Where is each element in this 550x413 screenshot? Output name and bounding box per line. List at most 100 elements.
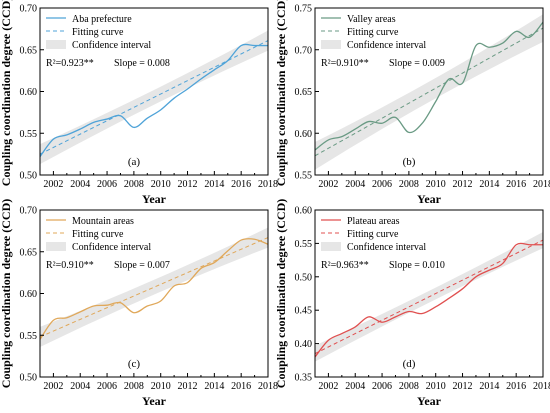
confidence-band <box>315 14 543 170</box>
x-tick-label: 2016 <box>506 381 526 392</box>
x-tick-label: 2014 <box>479 179 499 190</box>
panel-label: (a) <box>128 156 141 168</box>
x-tick-label: 2012 <box>178 381 198 392</box>
chart-panel-d: 2002 2004 2006 2008 2010 2012 2014 2016 2018 0.35… <box>274 199 550 408</box>
y-tick-label: 0.60 <box>295 206 313 217</box>
y-tick-label: 0.70 <box>295 45 313 56</box>
r-squared-text: R²=0.923** <box>46 58 94 69</box>
legend-band-label: Confidence interval <box>347 242 426 253</box>
legend-series-label: Aba prefecture <box>72 14 132 25</box>
y-axis-label: Coupling coordination degree (CCD) <box>274 0 288 186</box>
slope-text: Slope = 0.009 <box>389 58 445 69</box>
y-axis-label: Coupling coordination degree (CCD) <box>0 199 13 388</box>
series-line <box>314 21 544 151</box>
y-tick-label: 0.60 <box>20 87 38 98</box>
x-tick-label: 2010 <box>426 381 446 392</box>
fitting-line <box>314 27 544 157</box>
x-tick-label: 2018 <box>533 179 550 190</box>
x-tick-label: 2008 <box>399 381 419 392</box>
fitting-line <box>314 239 544 355</box>
r-squared-text: R²=0.910** <box>321 58 369 69</box>
chart-panel-b: 2002 2004 2006 2008 2010 2012 2014 2016 2018 0.55… <box>274 0 550 206</box>
legend-band-label: Confidence interval <box>72 40 151 51</box>
legend-fit-label: Fitting curve <box>72 27 124 38</box>
x-tick-label: 2004 <box>345 381 365 392</box>
legend-band-label: Confidence interval <box>72 242 151 253</box>
legend-band-label: Confidence interval <box>347 40 426 51</box>
legend-band-swatch <box>321 40 341 49</box>
x-tick-label: 2014 <box>479 381 499 392</box>
legend-series-label: Plateau areas <box>347 216 400 227</box>
x-tick-label: 2002 <box>43 381 63 392</box>
x-tick-label: 2012 <box>453 179 473 190</box>
legend-series-label: Mountain areas <box>72 216 134 227</box>
y-tick-label: 0.50 <box>20 171 38 182</box>
legend-band-swatch <box>46 40 66 49</box>
x-tick-label: 2006 <box>97 381 117 392</box>
x-axis-label: Year <box>142 394 167 408</box>
fitting-line <box>39 40 269 155</box>
panel-label: (b) <box>403 156 416 168</box>
x-axis-label: Year <box>417 192 442 206</box>
y-tick-label: 0.55 <box>295 239 313 250</box>
x-tick-label: 2012 <box>453 381 473 392</box>
y-axis-label: Coupling coordination degree (CCD) <box>274 199 288 388</box>
y-tick-label: 0.45 <box>295 306 313 317</box>
x-tick-label: 2010 <box>151 179 171 190</box>
legend-band-swatch <box>321 242 341 251</box>
x-tick-label: 2018 <box>533 381 550 392</box>
legend-fit-label: Fitting curve <box>347 27 399 38</box>
x-tick-label: 2010 <box>426 179 446 190</box>
x-tick-label: 2018 <box>258 179 278 190</box>
series-line <box>39 238 269 340</box>
x-tick-label: 2008 <box>124 381 144 392</box>
x-axis-label: Year <box>142 192 167 206</box>
y-tick-label: 0.50 <box>20 373 38 384</box>
x-tick-label: 2008 <box>399 179 419 190</box>
y-tick-label: 0.55 <box>20 129 38 140</box>
r-squared-text: R²=0.910** <box>46 260 94 271</box>
y-tick-label: 0.40 <box>295 339 313 350</box>
panel-label: (d) <box>403 358 416 370</box>
legend-fit-label: Fitting curve <box>347 229 399 240</box>
r-squared-text: R²=0.963** <box>321 260 369 271</box>
x-tick-label: 2004 <box>70 381 90 392</box>
y-tick-label: 0.55 <box>20 331 38 342</box>
x-tick-label: 2002 <box>318 381 338 392</box>
y-tick-label: 0.65 <box>20 247 38 258</box>
y-tick-label: 0.65 <box>20 45 38 56</box>
y-tick-label: 0.60 <box>295 129 313 140</box>
legend-band-swatch <box>46 242 66 251</box>
legend-fit-label: Fitting curve <box>72 229 124 240</box>
confidence-band <box>40 227 268 347</box>
x-tick-label: 2010 <box>151 381 171 392</box>
x-tick-label: 2002 <box>318 179 338 190</box>
y-tick-label: 0.60 <box>20 289 38 300</box>
slope-text: Slope = 0.010 <box>389 260 445 271</box>
x-tick-label: 2006 <box>372 381 392 392</box>
series-line <box>314 242 543 358</box>
plot-frame <box>314 209 544 378</box>
x-tick-label: 2004 <box>345 179 365 190</box>
x-tick-label: 2008 <box>124 179 144 190</box>
legend-series-label: Valley areas <box>347 14 396 25</box>
x-tick-label: 2006 <box>97 179 117 190</box>
y-tick-label: 0.70 <box>20 4 38 15</box>
x-axis-label: Year <box>417 394 442 408</box>
x-tick-label: 2016 <box>231 381 251 392</box>
x-tick-label: 2012 <box>178 179 198 190</box>
x-tick-label: 2002 <box>43 179 63 190</box>
x-tick-label: 2018 <box>258 381 278 392</box>
x-tick-label: 2004 <box>70 179 90 190</box>
panel-label: (c) <box>128 358 141 370</box>
x-tick-label: 2016 <box>231 179 251 190</box>
chart-panel-c: 2002 2004 2006 2008 2010 2012 2014 2016 2018 0.50… <box>0 199 278 408</box>
y-tick-label: 0.35 <box>295 373 313 384</box>
y-tick-label: 0.50 <box>295 272 313 283</box>
x-tick-label: 2014 <box>204 381 224 392</box>
y-tick-label: 0.55 <box>295 171 313 182</box>
y-tick-label: 0.75 <box>295 4 313 15</box>
y-axis-label: Coupling coordination degree (CCD) <box>0 0 13 186</box>
x-tick-label: 2016 <box>506 179 526 190</box>
